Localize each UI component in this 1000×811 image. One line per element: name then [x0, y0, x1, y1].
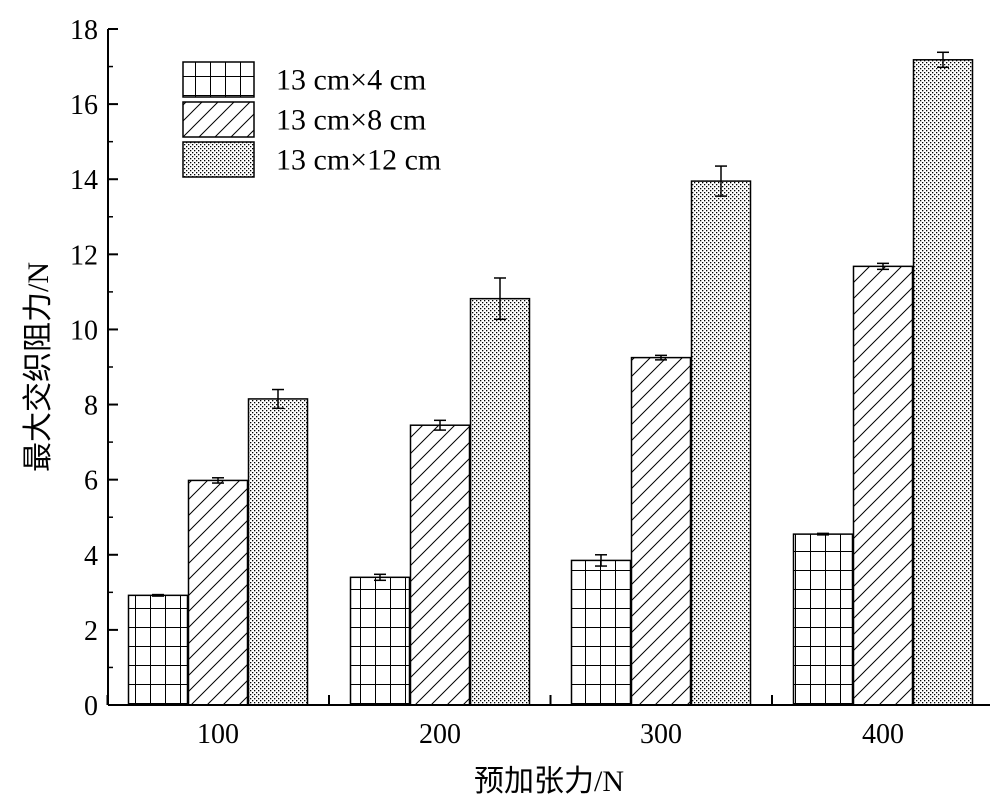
legend-label: 13 cm×12 cm: [276, 144, 441, 177]
y-tick-label: 12: [70, 240, 98, 271]
y-tick-label: 0: [84, 691, 98, 722]
bar: [187, 479, 249, 706]
y-tick-label: 2: [84, 616, 98, 647]
bar: [852, 265, 914, 706]
x-ticks: 100 200 300 400: [106, 695, 904, 750]
x-axis-title: 预加张力/N: [474, 765, 624, 798]
error-bars-layer: [152, 51, 949, 597]
y-axis-title: 最大交织阻力/N: [22, 262, 55, 472]
y-tick-label: 16: [70, 90, 98, 121]
y-tick-label: 14: [70, 165, 98, 196]
legend: 13 cm×4 cm 13 cm×8 cm 13 cm×12 cm: [182, 61, 441, 178]
y-ticks: 0 2 4 6 8 10 12 14 16 18: [70, 15, 118, 722]
legend-label: 13 cm×4 cm: [276, 64, 426, 97]
x-tick-label: 300: [640, 719, 682, 750]
legend-swatch: [182, 141, 255, 178]
bar: [349, 576, 411, 706]
y-tick-label: 6: [84, 466, 98, 497]
y-tick-label: 18: [70, 15, 98, 46]
bar: [690, 180, 752, 706]
legend-swatch: [182, 61, 255, 98]
legend-label: 13 cm×8 cm: [276, 104, 426, 137]
bar: [630, 356, 692, 706]
bar: [409, 424, 471, 706]
bar: [469, 297, 531, 706]
y-tick-label: 4: [84, 541, 98, 572]
legend-swatch: [182, 101, 255, 138]
x-tick-label: 200: [419, 719, 461, 750]
x-tick-label: 100: [197, 719, 239, 750]
x-tick-label: 400: [862, 719, 904, 750]
y-tick-label: 8: [84, 391, 98, 422]
y-tick-label: 10: [70, 315, 98, 346]
bar: [127, 594, 189, 706]
bar: [570, 559, 632, 706]
bar: [247, 398, 309, 706]
bars-layer: [127, 59, 974, 706]
bar: [792, 533, 854, 706]
bar: [912, 59, 974, 706]
